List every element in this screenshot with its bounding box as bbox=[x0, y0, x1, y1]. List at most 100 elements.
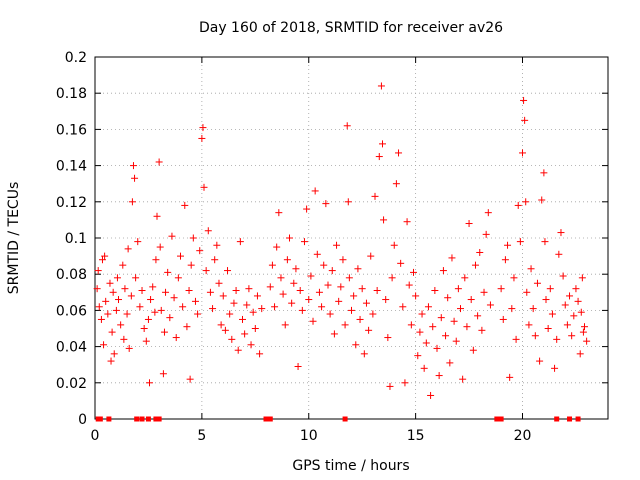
data-point bbox=[191, 297, 199, 305]
data-point bbox=[258, 305, 266, 313]
data-point bbox=[100, 341, 108, 349]
data-point bbox=[427, 391, 435, 399]
data-point bbox=[162, 288, 170, 296]
y-tick-label: 0 bbox=[78, 412, 87, 428]
data-point bbox=[568, 332, 576, 340]
data-point bbox=[390, 241, 398, 249]
data-point bbox=[333, 241, 341, 249]
data-point bbox=[94, 267, 102, 275]
data-point bbox=[160, 328, 168, 336]
data-point bbox=[360, 350, 368, 358]
data-point bbox=[134, 238, 142, 246]
data-point bbox=[388, 274, 396, 282]
data-point bbox=[563, 321, 571, 329]
data-point bbox=[463, 323, 471, 331]
data-point bbox=[583, 337, 591, 345]
data-point bbox=[217, 321, 225, 329]
x-axis-label: GPS time / hours bbox=[292, 458, 409, 474]
data-point bbox=[213, 241, 221, 249]
data-point bbox=[392, 180, 400, 188]
data-point bbox=[315, 288, 323, 296]
data-point bbox=[132, 274, 140, 282]
data-point bbox=[232, 286, 240, 294]
zero-value-point bbox=[263, 416, 269, 422]
data-point bbox=[115, 296, 123, 304]
data-point bbox=[200, 183, 208, 191]
zero-value-point bbox=[554, 416, 560, 422]
data-point bbox=[520, 96, 528, 104]
data-point bbox=[238, 315, 246, 323]
data-point bbox=[307, 272, 315, 280]
data-point bbox=[578, 274, 586, 282]
data-point bbox=[512, 335, 520, 343]
data-point bbox=[146, 379, 154, 387]
data-point bbox=[107, 357, 115, 365]
y-tick-label: 0.12 bbox=[56, 195, 87, 211]
data-point bbox=[128, 198, 136, 206]
data-point bbox=[230, 299, 238, 307]
data-point bbox=[350, 292, 358, 300]
data-point bbox=[322, 200, 330, 208]
zero-value-point bbox=[97, 416, 103, 422]
data-point bbox=[531, 332, 539, 340]
data-point bbox=[375, 153, 383, 161]
data-point bbox=[358, 285, 366, 293]
data-point bbox=[119, 261, 127, 269]
data-point bbox=[305, 296, 313, 304]
chart-title: Day 160 of 2018, SRMTID for receiver av2… bbox=[199, 20, 503, 36]
data-point bbox=[444, 294, 452, 302]
data-point bbox=[341, 321, 349, 329]
data-point bbox=[384, 334, 392, 342]
data-point bbox=[373, 286, 381, 294]
data-point bbox=[544, 325, 552, 332]
y-axis-ticks: 0 0.02 0.04 0.06 0.08 0.1 0.12 0.14 0.16 0.18 0.2 bbox=[56, 50, 608, 428]
data-point bbox=[140, 325, 148, 332]
y-tick-label: 0.18 bbox=[56, 86, 87, 102]
data-point bbox=[198, 134, 206, 142]
data-point bbox=[403, 218, 411, 226]
zero-value-point bbox=[498, 416, 504, 422]
data-point bbox=[311, 187, 319, 195]
data-point bbox=[561, 301, 569, 309]
data-point bbox=[407, 321, 415, 329]
data-point bbox=[339, 256, 347, 264]
data-point bbox=[548, 310, 556, 318]
x-tick-label: 20 bbox=[514, 428, 532, 444]
x-axis-ticks: 0 5 10 15 20 bbox=[91, 57, 532, 444]
zero-value-point bbox=[153, 416, 159, 422]
data-point bbox=[420, 364, 428, 372]
data-point bbox=[508, 305, 516, 313]
data-point bbox=[109, 288, 117, 296]
data-point bbox=[474, 312, 482, 320]
data-point bbox=[335, 297, 343, 305]
data-point bbox=[300, 238, 308, 246]
data-point bbox=[576, 350, 584, 358]
data-point bbox=[199, 124, 207, 132]
data-point bbox=[326, 310, 334, 318]
data-point bbox=[206, 288, 214, 296]
data-point bbox=[523, 288, 531, 296]
zero-value-point bbox=[156, 416, 162, 422]
data-point bbox=[298, 306, 306, 314]
data-point bbox=[446, 359, 454, 367]
data-point bbox=[151, 308, 159, 316]
data-point bbox=[157, 306, 165, 314]
data-point bbox=[478, 326, 486, 334]
data-point bbox=[439, 267, 447, 275]
data-point bbox=[486, 301, 494, 309]
data-point bbox=[279, 290, 287, 298]
data-point bbox=[452, 337, 460, 345]
zero-value-point bbox=[575, 416, 581, 422]
data-point bbox=[283, 256, 291, 264]
y-tick-label: 0.16 bbox=[56, 122, 87, 138]
data-point bbox=[501, 256, 509, 264]
data-point bbox=[399, 303, 407, 311]
data-point bbox=[159, 370, 167, 378]
zero-value-point bbox=[139, 416, 145, 422]
data-point bbox=[401, 379, 409, 387]
data-point bbox=[566, 292, 574, 300]
data-point bbox=[194, 310, 202, 318]
data-point bbox=[557, 229, 565, 237]
data-point bbox=[521, 116, 529, 124]
data-point bbox=[125, 344, 133, 352]
